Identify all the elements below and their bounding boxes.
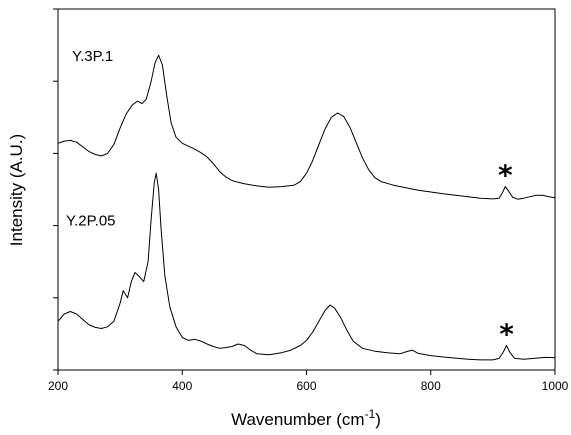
x-tick-label-400: 400: [172, 379, 192, 393]
series-labels: Y.3P.1 * Y.2P.05 *: [66, 48, 514, 350]
y-axis-label: Intensity (A.U.): [7, 134, 26, 246]
x-tick-label-600: 600: [296, 379, 316, 393]
x-axis-label: Wavenumber (cm-1): [231, 407, 381, 429]
series-label-y-2p-05: Y.2P.05: [66, 212, 116, 229]
spectrum-line-y-2p-05: [57, 172, 556, 361]
series-label-y-3p-1: Y.3P.1: [72, 48, 113, 65]
spectra-traces: [57, 54, 556, 361]
x-tick-label-1000: 1000: [542, 379, 569, 393]
spectrum-line-y-3p-1: [57, 54, 556, 200]
axis-ticks: 200 400 600 800 1000: [48, 8, 569, 393]
peak-marker-y-3p-1: *: [498, 159, 513, 192]
plot-frame: [57, 8, 556, 371]
peak-marker-y-2p-05: *: [499, 317, 514, 350]
x-tick-label-200: 200: [48, 379, 68, 393]
x-tick-label-800: 800: [421, 379, 441, 393]
